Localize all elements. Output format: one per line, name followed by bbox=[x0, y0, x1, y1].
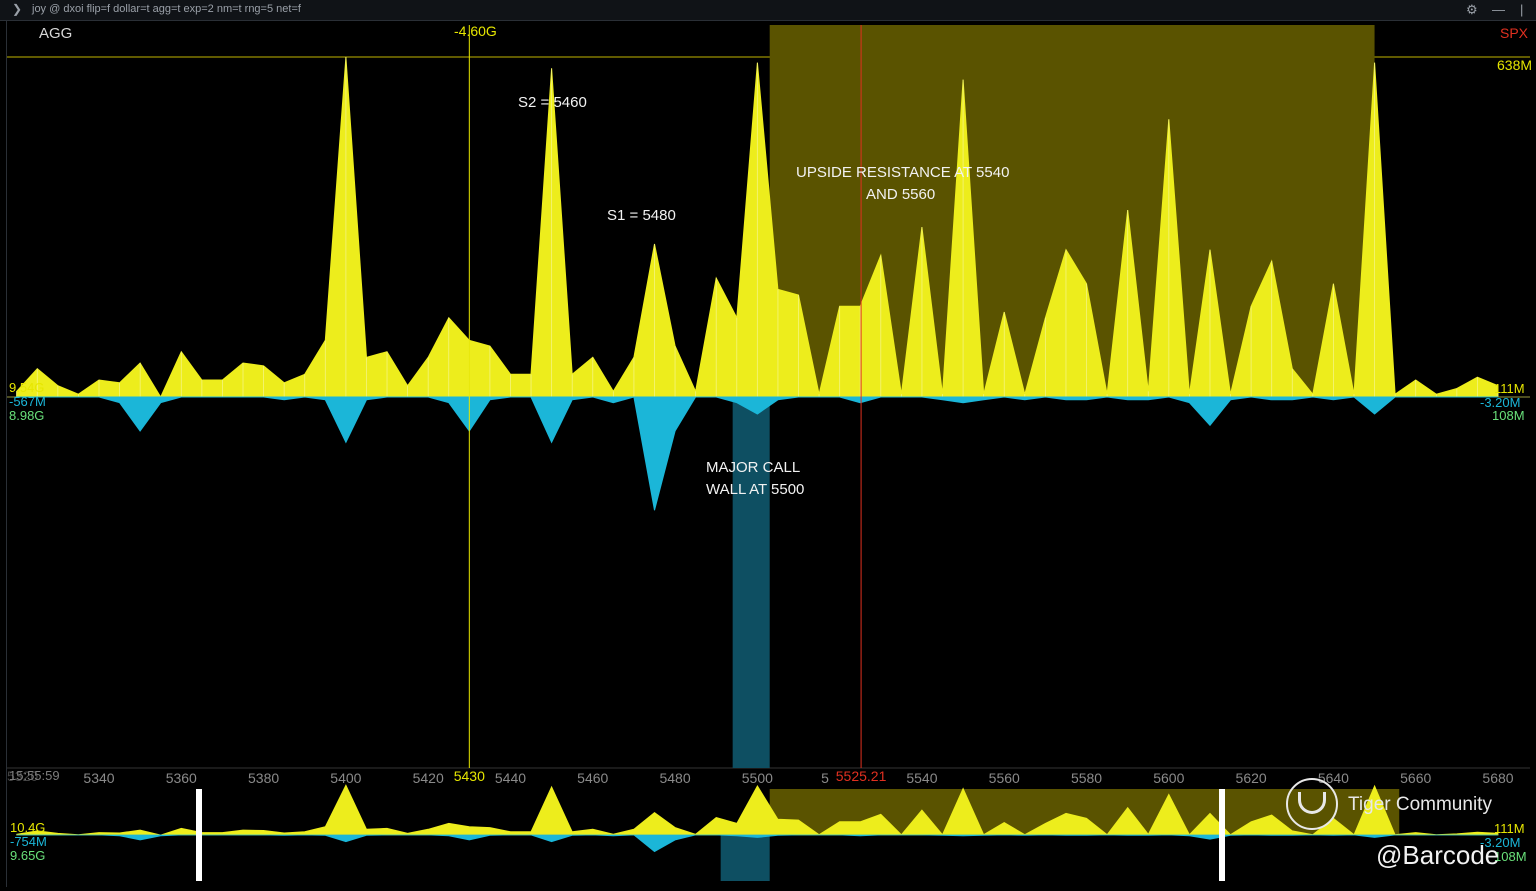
mini-call-wall-band bbox=[720, 835, 770, 881]
resistance-annotation-line2: AND 5560 bbox=[866, 186, 935, 203]
gear-icon[interactable]: ⚙ bbox=[1466, 2, 1478, 17]
x-tick-label-partial: 5320 bbox=[7, 768, 38, 784]
agg-label: AGG bbox=[39, 25, 72, 42]
top-right-value: 638M bbox=[1497, 57, 1532, 73]
left-negative-total: -567M bbox=[9, 394, 46, 409]
watermark: Tiger Community bbox=[1286, 778, 1526, 834]
mini-left-negative: -754M bbox=[10, 834, 47, 849]
s2-annotation: S2 = 5460 bbox=[518, 94, 587, 111]
x-tick-label-5560: 5560 bbox=[989, 770, 1020, 786]
mini-right-positive: 111M bbox=[1494, 821, 1525, 836]
callwall-annotation-line1: MAJOR CALL bbox=[706, 459, 800, 476]
tiger-logo-icon bbox=[1286, 778, 1338, 830]
watermark-handle: @Barcode bbox=[1376, 840, 1500, 870]
right-negative-value: -3.20M bbox=[1480, 395, 1520, 410]
left-net-total: 8.98G bbox=[9, 408, 44, 423]
x-tick-label-5440: 5440 bbox=[495, 770, 526, 786]
frame-border bbox=[6, 21, 7, 887]
x-tick-label-5500: 5500 bbox=[742, 770, 773, 786]
x-tick-label-5540: 5540 bbox=[906, 770, 937, 786]
cursor-strike-label: 5430 bbox=[454, 768, 485, 784]
mini-range-handle-left[interactable] bbox=[196, 789, 202, 881]
x-tick-label-5420: 5420 bbox=[413, 770, 444, 786]
s1-annotation: S1 = 5480 bbox=[607, 207, 676, 224]
callwall-annotation-line2: WALL AT 5500 bbox=[706, 481, 804, 498]
title-bar: ❯ joy @ dxoi flip=f dollar=t agg=t exp=2… bbox=[0, 0, 1536, 21]
x-tick-label-5380: 5380 bbox=[248, 770, 279, 786]
x-tick-label-5340: 5340 bbox=[83, 770, 114, 786]
mini-positive-area bbox=[16, 784, 1499, 836]
x-tick-label-5600: 5600 bbox=[1153, 770, 1184, 786]
spot-prefix-label: 5 bbox=[821, 770, 829, 786]
mini-left-positive: 10.4G bbox=[10, 820, 45, 835]
negative-gamma-area bbox=[16, 396, 1498, 511]
x-tick-label-5460: 5460 bbox=[577, 770, 608, 786]
x-tick-label-5360: 5360 bbox=[166, 770, 197, 786]
watermark-brand: Tiger Community bbox=[1348, 794, 1492, 815]
mini-range-handle-right[interactable] bbox=[1219, 789, 1225, 881]
mini-left-net: 9.65G bbox=[10, 848, 45, 863]
command-text[interactable]: joy @ dxoi flip=f dollar=t agg=t exp=2 n… bbox=[32, 3, 301, 15]
mini-right-net: 108M bbox=[1494, 849, 1527, 864]
x-tick-label-5680: 5680 bbox=[1482, 770, 1513, 786]
ticker-label: SPX bbox=[1500, 25, 1529, 41]
x-tick-label-5620: 5620 bbox=[1236, 770, 1267, 786]
right-net-value: 108M bbox=[1492, 408, 1525, 423]
right-positive-value: 111M bbox=[1494, 381, 1525, 396]
x-tick-label-5480: 5480 bbox=[659, 770, 690, 786]
mini-right-negative: -3.20M bbox=[1480, 835, 1520, 850]
chevron-right-icon[interactable]: ❯ bbox=[12, 2, 23, 16]
mini-negative-area bbox=[16, 834, 1498, 853]
minimize-icon[interactable]: — bbox=[1492, 2, 1505, 17]
divider-icon: | bbox=[1520, 2, 1524, 17]
left-positive-total: 9.54G bbox=[9, 380, 44, 395]
resistance-annotation-line1: UPSIDE RESISTANCE AT 5540 bbox=[796, 164, 1009, 181]
x-tick-label-5400: 5400 bbox=[330, 770, 361, 786]
call-wall-band bbox=[732, 397, 770, 768]
time-label: 15:55:59 bbox=[9, 768, 60, 783]
spot-price-label: 5525.21 bbox=[836, 768, 887, 784]
cursor-value-label: -4.60G bbox=[454, 23, 497, 39]
x-tick-label-5660: 5660 bbox=[1400, 770, 1431, 786]
x-tick-label-5580: 5580 bbox=[1071, 770, 1102, 786]
